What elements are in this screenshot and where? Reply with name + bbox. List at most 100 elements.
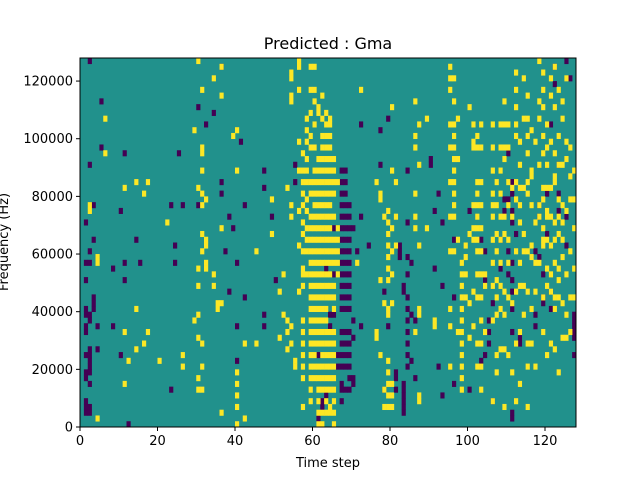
heatmap-cell-high xyxy=(192,127,197,134)
heatmap-cell-high xyxy=(219,409,224,416)
heatmap-cell-low xyxy=(347,352,352,359)
heatmap-cell-high xyxy=(541,104,546,111)
heatmap-cell-low xyxy=(347,213,352,220)
heatmap-cell-high xyxy=(335,179,340,186)
heatmap-cell-high xyxy=(95,254,100,261)
heatmap-cell-high xyxy=(297,242,302,249)
heatmap-cell-low xyxy=(343,305,348,312)
heatmap-cell-high xyxy=(525,115,530,122)
heatmap-cell-low xyxy=(452,236,457,243)
heatmap-cell-low xyxy=(343,328,348,336)
heatmap-cell-high xyxy=(316,156,321,163)
heatmap-cell-high xyxy=(204,265,209,272)
heatmap-cell-low xyxy=(328,311,333,318)
heatmap-cell-high xyxy=(556,265,561,272)
heatmap-cell-high xyxy=(545,161,550,168)
heatmap-cell-high xyxy=(514,69,519,76)
heatmap-cell-high xyxy=(568,248,573,255)
heatmap-cell-high xyxy=(552,294,557,301)
heatmap-cell-high xyxy=(312,86,317,93)
heatmap-cell-low xyxy=(83,305,89,312)
y-tick-label: 40000 xyxy=(32,305,73,320)
heatmap-cell-high xyxy=(498,190,503,197)
heatmap-cell-low xyxy=(219,190,224,197)
heatmap-cell-high xyxy=(335,271,340,278)
heatmap-cell-high xyxy=(545,213,550,220)
heatmap-cell-high xyxy=(308,236,313,243)
heatmap-cell-high xyxy=(378,352,383,359)
heatmap-cell-high xyxy=(452,167,457,174)
heatmap-cell-low xyxy=(572,323,577,330)
heatmap-cell-high xyxy=(514,121,519,128)
heatmap-cell-high xyxy=(374,328,379,336)
heatmap-cell-high xyxy=(300,202,306,209)
heatmap-cell-high xyxy=(514,340,519,347)
heatmap-cell-high xyxy=(304,207,309,214)
heatmap-cell-high xyxy=(506,352,511,359)
heatmap-cell-low xyxy=(409,311,414,318)
heatmap-cell-high xyxy=(328,259,333,266)
heatmap-cell-high xyxy=(242,415,247,422)
heatmap-cell-low xyxy=(87,259,92,266)
heatmap-cell-high xyxy=(103,115,108,122)
heatmap-cell-high xyxy=(316,328,321,336)
heatmap-cell-high xyxy=(545,265,550,272)
heatmap-cell-low xyxy=(405,254,410,261)
heatmap-cell-high xyxy=(514,86,519,93)
heatmap-cell-high xyxy=(448,323,453,330)
heatmap-cell-high xyxy=(328,271,333,278)
heatmap-cell-low xyxy=(83,311,89,318)
heatmap-cell-high xyxy=(448,75,453,82)
heatmap-cell-high xyxy=(502,144,507,151)
heatmap-cell-high xyxy=(324,248,329,255)
heatmap-cell-high xyxy=(529,305,534,312)
heatmap-cell-high xyxy=(200,248,205,255)
heatmap-cell-low xyxy=(343,294,348,301)
heatmap-cell-low xyxy=(347,363,352,370)
heatmap-cell-low xyxy=(572,311,577,318)
heatmap-cell-low xyxy=(231,225,236,232)
heatmap-cell-high xyxy=(196,184,201,191)
heatmap-cell-low xyxy=(510,179,515,186)
heatmap-cell-high xyxy=(196,311,201,318)
heatmap-cell-high xyxy=(281,271,286,278)
heatmap-cell-high xyxy=(514,196,519,203)
heatmap-cell-low xyxy=(118,207,123,214)
heatmap-cell-low xyxy=(366,242,371,249)
heatmap-cell-low xyxy=(351,334,356,341)
heatmap-cell-high xyxy=(312,340,317,347)
heatmap-cell-low xyxy=(339,167,344,174)
heatmap-cell-high xyxy=(308,282,313,289)
heatmap-cell-high xyxy=(308,144,313,151)
heatmap-cell-low xyxy=(347,259,352,266)
heatmap-cell-high xyxy=(556,277,561,284)
heatmap-cell-low xyxy=(180,202,185,209)
heatmap-cell-high xyxy=(490,317,495,324)
heatmap-cell-low xyxy=(339,271,344,278)
heatmap-cell-high xyxy=(180,363,185,370)
heatmap-cell-high xyxy=(285,317,290,324)
heatmap-cell-low xyxy=(347,305,352,312)
heatmap-cell-high xyxy=(320,132,325,140)
heatmap-cell-high xyxy=(324,352,329,359)
heatmap-cell-high xyxy=(483,328,488,336)
heatmap-cell-high xyxy=(312,282,317,289)
heatmap-cell-high xyxy=(541,236,546,243)
heatmap-cell-high xyxy=(475,248,480,255)
heatmap-cell-low xyxy=(83,352,89,359)
heatmap-cell-high xyxy=(541,86,546,93)
heatmap-cell-high xyxy=(541,184,546,191)
heatmap-cell-low xyxy=(347,282,352,289)
heatmap-cell-high xyxy=(126,357,131,364)
heatmap-cell-high xyxy=(479,363,484,370)
heatmap-cell-high xyxy=(331,328,337,336)
heatmap-cell-high xyxy=(200,167,205,174)
heatmap-cell-low xyxy=(227,288,232,295)
heatmap-cell-low xyxy=(262,184,267,191)
heatmap-cell-high xyxy=(324,121,329,128)
heatmap-cell-high xyxy=(517,259,523,266)
heatmap-cell-high xyxy=(320,167,325,174)
heatmap-cell-high xyxy=(122,328,127,336)
heatmap-cell-high xyxy=(552,150,557,157)
heatmap-cell-high xyxy=(320,328,325,336)
